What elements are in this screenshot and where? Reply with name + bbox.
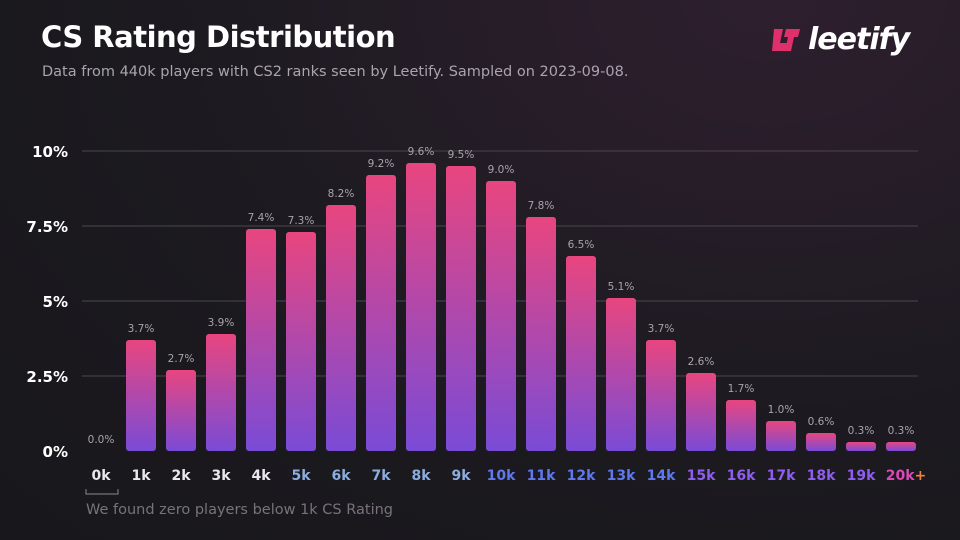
bar-15k (686, 373, 716, 451)
data-label: 7.8% (528, 200, 555, 212)
x-tick-label: 9k (451, 468, 471, 484)
bar-1k (126, 340, 156, 451)
x-tick-label: 1k (131, 468, 151, 484)
x-tick-label: 13k (607, 468, 636, 484)
data-label: 3.7% (648, 323, 675, 335)
x-tick-label: 7k (371, 468, 391, 484)
bar-19k (846, 442, 876, 451)
data-label: 6.5% (568, 239, 595, 251)
data-label: 3.7% (128, 323, 155, 335)
data-label: 7.4% (248, 212, 275, 224)
logo-text: leetify (808, 22, 910, 57)
bar-12k (566, 256, 596, 451)
bar-4k (246, 229, 276, 451)
bar-20k (886, 442, 916, 451)
page-subtitle: Data from 440k players with CS2 ranks se… (42, 64, 629, 80)
bar-17k (766, 421, 796, 451)
bar-14k (646, 340, 676, 451)
data-label: 2.6% (688, 356, 715, 368)
bar-11k (526, 217, 556, 451)
data-label: 0.3% (848, 425, 875, 437)
data-label: 7.3% (288, 215, 315, 227)
x-tick-label: 8k (411, 468, 431, 484)
data-label: 2.7% (168, 353, 195, 365)
x-tick-label: 18k (807, 468, 836, 484)
x-tick-label: 12k (567, 468, 596, 484)
data-label: 0.0% (88, 434, 115, 446)
data-label: 0.6% (808, 416, 835, 428)
leetify-logo: leetify (770, 22, 910, 57)
data-label: 9.2% (368, 158, 395, 170)
x-tick-label: 17k (767, 468, 796, 484)
bar-8k (406, 163, 436, 451)
x-tick-label: 20k+ (886, 468, 927, 484)
bar-13k (606, 298, 636, 451)
x-tick-label: 11k (527, 468, 556, 484)
y-tick-label: 10% (32, 143, 68, 161)
bar-3k (206, 334, 236, 451)
footnote: We found zero players below 1k CS Rating (86, 502, 393, 518)
x-tick-label: 4k (251, 468, 271, 484)
bar-9k (446, 166, 476, 451)
bar-7k (366, 175, 396, 451)
y-tick-label: 0% (43, 443, 68, 461)
data-label: 9.5% (448, 149, 475, 161)
footnote-bracket (85, 489, 119, 495)
data-label: 9.0% (488, 164, 515, 176)
bar-2k (166, 370, 196, 451)
x-tick-label: 15k (687, 468, 716, 484)
x-tick-label: 2k (171, 468, 191, 484)
x-tick-label: 16k (727, 468, 756, 484)
data-label: 9.6% (408, 146, 435, 158)
plus-suffix: + (915, 468, 927, 484)
x-tick-label: 10k (487, 468, 516, 484)
y-tick-label: 2.5% (26, 368, 68, 386)
data-label: 0.3% (888, 425, 915, 437)
bar-10k (486, 181, 516, 451)
leetify-logo-icon (772, 28, 800, 51)
x-tick-label: 14k (647, 468, 676, 484)
y-tick-label: 5% (43, 293, 68, 311)
y-tick-label: 7.5% (26, 218, 68, 236)
bar-18k (806, 433, 836, 451)
x-tick-label: 0k (91, 468, 111, 484)
data-label: 1.0% (768, 404, 795, 416)
data-label: 3.9% (208, 317, 235, 329)
bar-6k (326, 205, 356, 451)
page-title: CS Rating Distribution (41, 20, 396, 54)
data-label: 1.7% (728, 383, 755, 395)
data-label: 5.1% (608, 281, 635, 293)
x-tick-label: 5k (291, 468, 311, 484)
bar-16k (726, 400, 756, 451)
x-tick-label: 6k (331, 468, 351, 484)
x-tick-label: 19k (847, 468, 876, 484)
bar-5k (286, 232, 316, 451)
data-label: 8.2% (328, 188, 355, 200)
x-tick-label: 3k (211, 468, 231, 484)
